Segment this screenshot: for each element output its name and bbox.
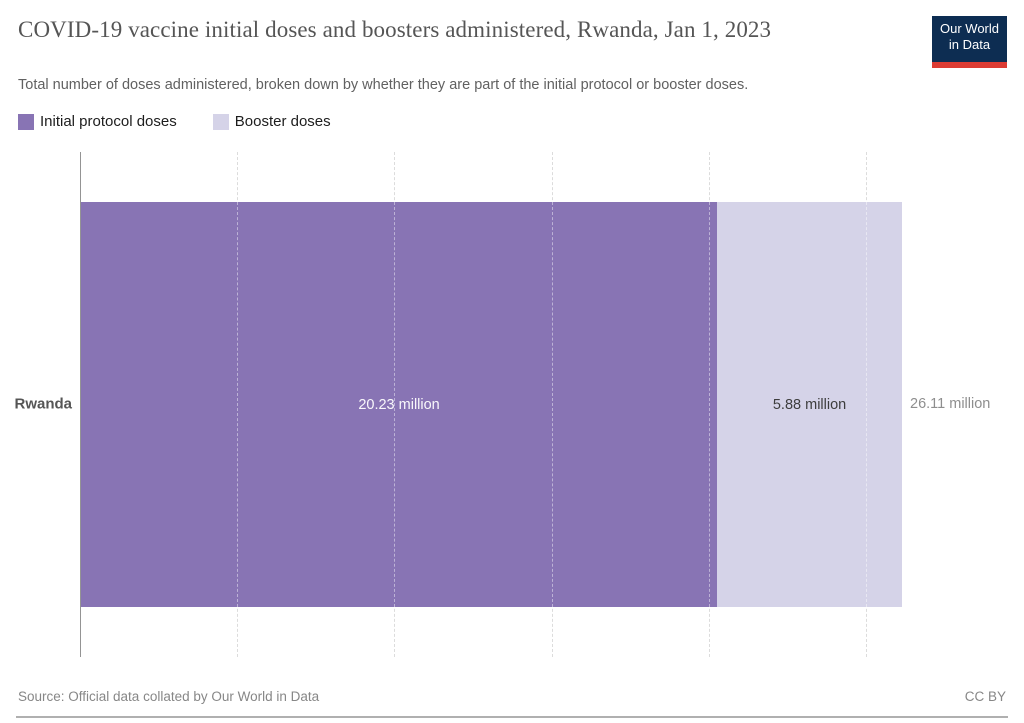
gridline-overlay-10m — [394, 202, 396, 607]
license-link[interactable]: CC BY — [964, 689, 1006, 704]
legend-label-initial: Initial protocol doses — [40, 113, 177, 130]
owid-logo-line2: in Data — [948, 37, 991, 52]
chart-subtitle: Total number of doses administered, brok… — [18, 77, 749, 93]
legend-swatch-booster-icon — [212, 113, 229, 130]
chart-title: COVID-19 vaccine initial doses and boost… — [18, 17, 772, 42]
gridline-overlay-25m — [866, 202, 868, 607]
legend-swatch-initial-icon — [18, 113, 34, 130]
source-note: Source: Official data collated by Our Wo… — [18, 689, 320, 704]
owid-logo-line1: Our World — [940, 21, 999, 36]
bottom-divider — [16, 716, 1008, 718]
gridline-overlay-15m — [551, 202, 553, 607]
legend-item-booster: Booster doses — [212, 113, 331, 130]
bar-segment-booster-value: 5.88 million — [772, 396, 847, 413]
bar-rwanda: 20.23 million 5.88 million — [81, 202, 902, 607]
gridline-overlay-20m — [708, 202, 710, 607]
bar-segment-initial: 20.23 million — [81, 202, 718, 607]
category-label-rwanda: Rwanda — [14, 395, 72, 413]
legend-label-booster: Booster doses — [234, 113, 331, 130]
legend-item-initial: Initial protocol doses — [18, 113, 177, 130]
bar-total-value: 26.11 million — [910, 396, 991, 412]
owid-logo[interactable]: Our World in Data — [932, 16, 1007, 68]
gridline-overlay-5m — [237, 202, 239, 607]
y-axis-line — [80, 152, 81, 657]
bar-segment-initial-value: 20.23 million — [358, 396, 440, 413]
legend: Initial protocol doses Booster doses — [18, 113, 357, 130]
bar-segment-booster: 5.88 million — [717, 202, 902, 607]
